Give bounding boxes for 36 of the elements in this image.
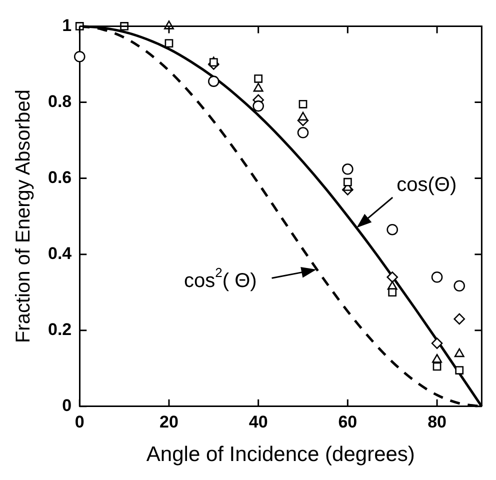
point xyxy=(253,82,264,92)
x-tick-label: 40 xyxy=(248,412,268,432)
point xyxy=(431,338,443,349)
y-tick-label: 0.8 xyxy=(48,92,72,111)
x-tick-label: 0 xyxy=(74,412,84,432)
point xyxy=(254,74,263,83)
x-axis-title: Angle of Incidence (degrees) xyxy=(146,443,415,466)
point xyxy=(386,271,398,283)
point xyxy=(386,224,398,236)
point xyxy=(208,76,220,87)
point xyxy=(298,100,308,108)
point xyxy=(454,313,466,325)
x-tick-label: 60 xyxy=(338,412,358,432)
point xyxy=(454,280,466,292)
point xyxy=(297,127,309,138)
y-tick-label: 0.2 xyxy=(48,320,72,340)
annotation: cos(Θ) xyxy=(396,174,457,196)
point xyxy=(431,271,443,283)
point xyxy=(432,354,442,363)
point xyxy=(432,362,442,371)
y-tick-label: 0.6 xyxy=(48,168,72,187)
point xyxy=(252,100,264,112)
point xyxy=(298,112,308,121)
y-tick-label: 0 xyxy=(62,396,72,416)
point xyxy=(388,288,397,297)
x-tick-label: 20 xyxy=(160,412,178,432)
point xyxy=(342,164,354,175)
point xyxy=(454,348,464,358)
y-tick-label: 0.4 xyxy=(48,244,72,264)
x-tick-label: 80 xyxy=(428,412,446,432)
point xyxy=(74,50,86,62)
y-tick-label: 1 xyxy=(62,16,72,35)
point xyxy=(455,366,464,374)
point xyxy=(164,39,174,48)
y-axis-title: Fraction of Energy Absorbed xyxy=(12,90,35,344)
point xyxy=(343,178,352,186)
